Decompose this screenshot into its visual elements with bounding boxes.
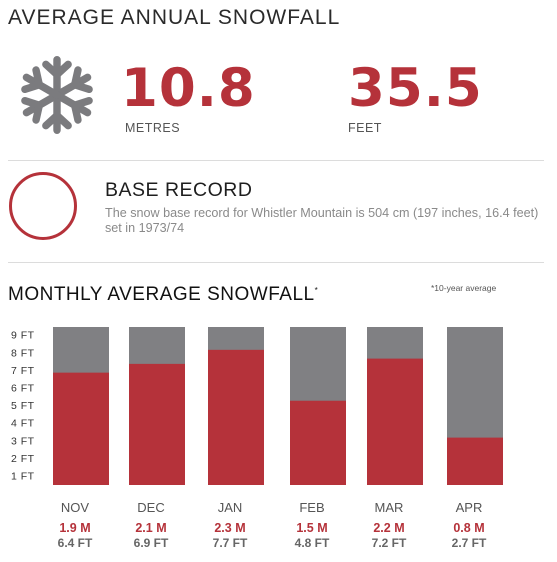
divider	[8, 160, 544, 161]
feet-data-label: 4.8 FT	[295, 536, 330, 550]
monthly-snowfall-chart: 1 FT 2 FT 3 FT 4 FT 5 FT 6 FT 7 FT 8 FT 9 FT NOV 1…	[11, 327, 503, 550]
monthly-title-text: MONTHLY AVERAGE SNOWFALL	[8, 284, 315, 305]
base-record-description: The snow base record for Whistler Mounta…	[105, 206, 539, 235]
category-label: MAR	[375, 500, 404, 515]
bar-nov	[53, 372, 109, 485]
y-tick-label: 1 FT	[11, 471, 35, 483]
metres-data-label: 2.3 M	[214, 521, 245, 535]
base-record-circle-icon	[9, 172, 77, 240]
bar-mar	[367, 358, 423, 485]
annual-feet-value: 35.5	[348, 58, 483, 119]
y-tick-label: 3 FT	[11, 435, 35, 447]
metres-data-label: 2.2 M	[373, 521, 404, 535]
y-tick-label: 2 FT	[11, 453, 35, 465]
feet-data-label: 7.2 FT	[372, 536, 407, 550]
category-label: DEC	[137, 500, 164, 515]
category-label: FEB	[299, 500, 324, 515]
snowflake-icon	[18, 56, 96, 138]
y-tick-label: 5 FT	[11, 400, 35, 412]
feet-data-label: 7.7 FT	[213, 536, 248, 550]
base-record-heading: BASE RECORD	[105, 179, 253, 201]
bar-apr	[447, 437, 503, 485]
annual-feet-label: FEET	[348, 121, 382, 135]
monthly-title-marker: *	[314, 286, 319, 295]
y-tick-label: 6 FT	[11, 383, 35, 395]
category-label: JAN	[218, 500, 243, 515]
bar-feb	[290, 400, 346, 485]
average-note: *10-year average	[431, 283, 497, 293]
feet-data-label: 2.7 FT	[452, 536, 487, 550]
category-label: NOV	[61, 500, 90, 515]
feet-data-label: 6.9 FT	[134, 536, 169, 550]
divider	[8, 262, 544, 263]
page-title: AVERAGE ANNUAL SNOWFALL	[8, 6, 341, 29]
metres-data-label: 1.5 M	[296, 521, 327, 535]
metres-data-label: 0.8 M	[453, 521, 484, 535]
bar-jan	[208, 349, 264, 485]
y-tick-label: 8 FT	[11, 347, 35, 359]
metres-data-label: 2.1 M	[135, 521, 166, 535]
monthly-title: MONTHLY AVERAGE SNOWFALL*	[8, 284, 318, 306]
feet-data-label: 6.4 FT	[58, 536, 93, 550]
metres-data-label: 1.9 M	[59, 521, 90, 535]
annual-metres-label: METRES	[125, 121, 181, 135]
category-label: APR	[456, 500, 483, 515]
y-tick-label: 4 FT	[11, 418, 35, 430]
y-tick-label: 7 FT	[11, 365, 35, 377]
annual-metres-value: 10.8	[121, 58, 256, 119]
bar-dec	[129, 363, 185, 485]
y-tick-label: 9 FT	[11, 330, 35, 342]
